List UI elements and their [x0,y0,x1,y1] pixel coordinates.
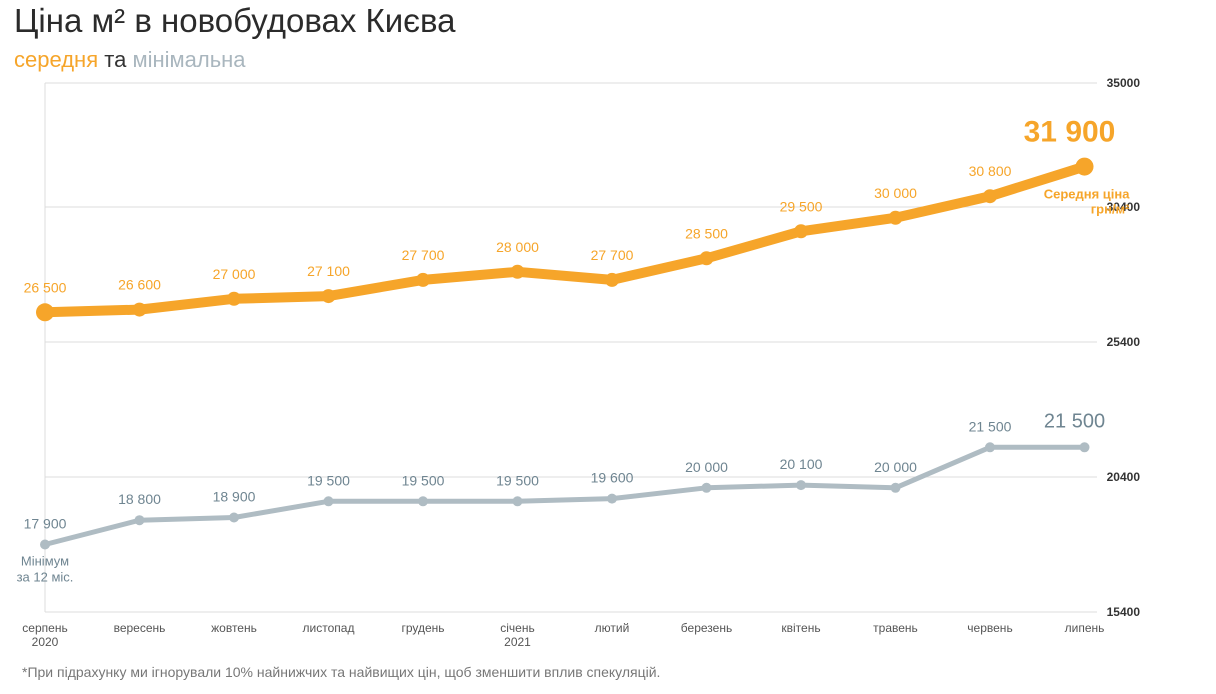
average-point [699,251,714,266]
y-tick-label: 30400 [1107,200,1141,214]
minimum-data-label: 17 900 [24,516,67,532]
minimum-point [40,539,50,550]
average-series-note: Середня ціна [1044,187,1131,202]
average-point [416,272,430,287]
minimum-point [1079,442,1090,453]
average-point [321,289,336,304]
minimum-point [134,515,145,526]
minimum-data-label: 19 500 [496,472,539,488]
minimum-point [890,482,901,493]
x-tick-label: серпень [22,621,67,635]
average-data-label: 27 700 [591,247,634,263]
average-data-label: 28 500 [685,225,728,241]
average-data-label: 27 700 [402,247,445,263]
minimum-point [701,482,712,493]
subtitle-connector: та [104,47,127,72]
minimum-data-label: 20 000 [874,459,917,475]
footnote: *При підрахунку ми ігнорували 10% найниж… [22,664,661,680]
average-data-label: 26 600 [118,277,161,293]
minimum-point [796,480,806,491]
y-tick-label: 15400 [1107,605,1141,619]
minimum-data-label: 19 500 [307,472,350,488]
chart-subtitle: середня та мінімальна [14,47,246,73]
minimum-data-label: 19 600 [591,470,634,486]
minimum-data-label: 20 100 [780,456,823,472]
minimum-point [323,496,334,507]
average-data-label: 27 100 [307,263,350,279]
x-tick-label: листопад [303,621,355,635]
average-point [794,224,808,239]
average-data-label: 30 000 [874,185,917,201]
average-point [36,303,54,322]
minimum-point [229,512,239,523]
minimum-data-label: 19 500 [402,472,445,488]
average-point [605,272,619,287]
average-point [132,302,147,317]
minimum-series-note: Мінімум [21,554,69,569]
minimum-point [985,442,995,453]
x-tick-label: січень [500,621,534,635]
average-data-label: 31 900 [1024,116,1116,149]
average-data-label: 30 800 [969,163,1012,179]
x-tick-sublabel: 2020 [32,635,59,649]
minimum-point [607,493,617,504]
average-data-label: 29 500 [780,198,823,214]
minimum-data-label: 21 500 [1044,410,1105,432]
average-series-line [40,161,1090,318]
x-tick-label: квітень [781,621,820,635]
minimum-point [512,496,523,507]
x-tick-label: березень [681,621,732,635]
average-series-note: грн/м² [1091,202,1130,217]
x-tick-label: червень [967,621,1012,635]
y-tick-label: 25400 [1107,335,1141,349]
minimum-data-label: 18 800 [118,491,161,507]
x-tick-label: лютий [595,621,630,635]
x-tick-label: липень [1065,621,1105,635]
minimum-data-label: 20 000 [685,459,728,475]
page-title: Ціна м² в новобудовах Києва [14,2,456,39]
minimum-series-note: за 12 міс. [17,570,74,585]
minimum-data-label: 21 500 [969,418,1012,434]
x-tick-label: травень [873,621,918,635]
minimum-point [418,496,428,507]
average-point [1075,157,1094,176]
x-tick-sublabel: 2021 [504,635,531,649]
x-tick-label: вересень [114,621,166,635]
x-tick-label: жовтень [211,621,257,635]
subtitle-minimum: мінімальна [132,47,246,72]
average-point [888,210,903,225]
average-data-label: 27 000 [213,266,256,282]
minimum-data-label: 18 900 [213,489,256,505]
minimum-series-line [42,444,1087,547]
y-tick-label: 35000 [1107,76,1141,90]
y-tick-label: 20400 [1107,470,1141,484]
subtitle-average: середня [14,47,99,72]
average-data-label: 28 000 [496,239,539,255]
average-data-label: 26 500 [24,279,67,295]
average-point [510,264,525,279]
average-point [227,291,241,306]
average-point [983,189,997,204]
x-tick-label: грудень [401,621,444,635]
